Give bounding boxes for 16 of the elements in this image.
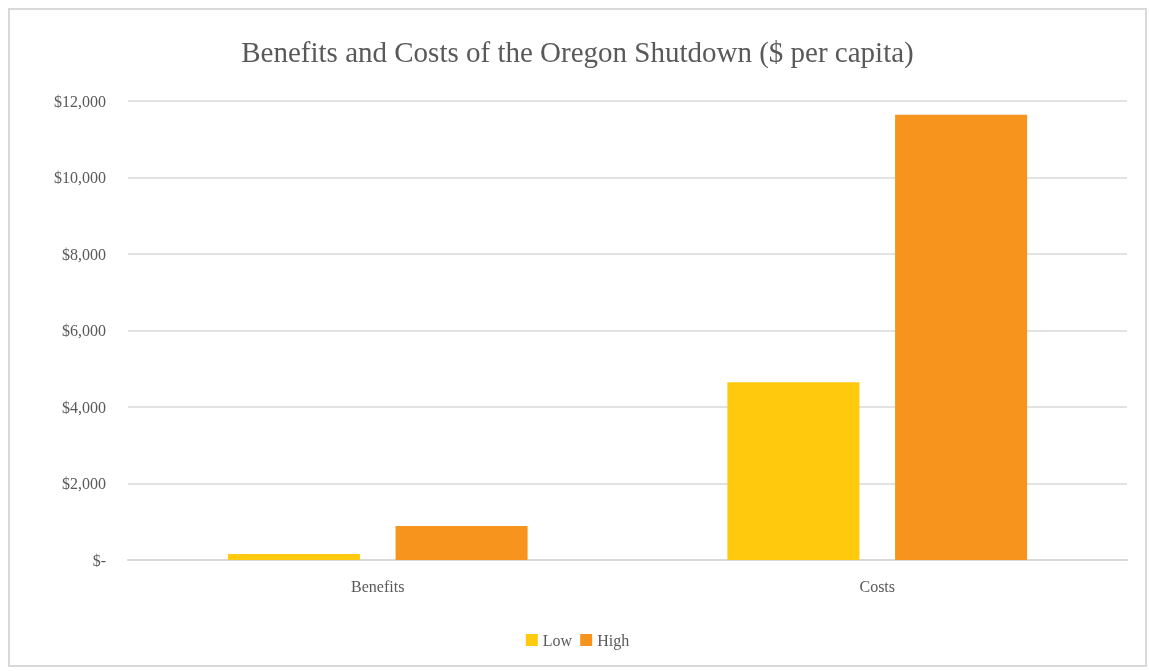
y-tick-label: $- bbox=[92, 551, 106, 569]
bar bbox=[395, 525, 528, 560]
bar bbox=[227, 553, 360, 560]
chart-title: Benefits and Costs of the Oregon Shutdown ($ per capita) bbox=[241, 35, 914, 69]
y-tick-label: $12,000 bbox=[54, 92, 106, 110]
y-tick-label: $6,000 bbox=[62, 322, 106, 339]
y-tick-label: $4,000 bbox=[62, 398, 106, 416]
x-tick-label: Costs bbox=[859, 577, 896, 595]
bar bbox=[727, 382, 860, 560]
y-tick-label: $8,000 bbox=[62, 245, 106, 263]
bar bbox=[895, 114, 1028, 560]
x-tick-label: Benefits bbox=[351, 577, 405, 595]
legend-label: High bbox=[597, 631, 630, 650]
y-tick-label: $2,000 bbox=[62, 475, 106, 492]
y-tick-label: $10,000 bbox=[54, 169, 106, 186]
legend-label: Low bbox=[542, 631, 573, 649]
